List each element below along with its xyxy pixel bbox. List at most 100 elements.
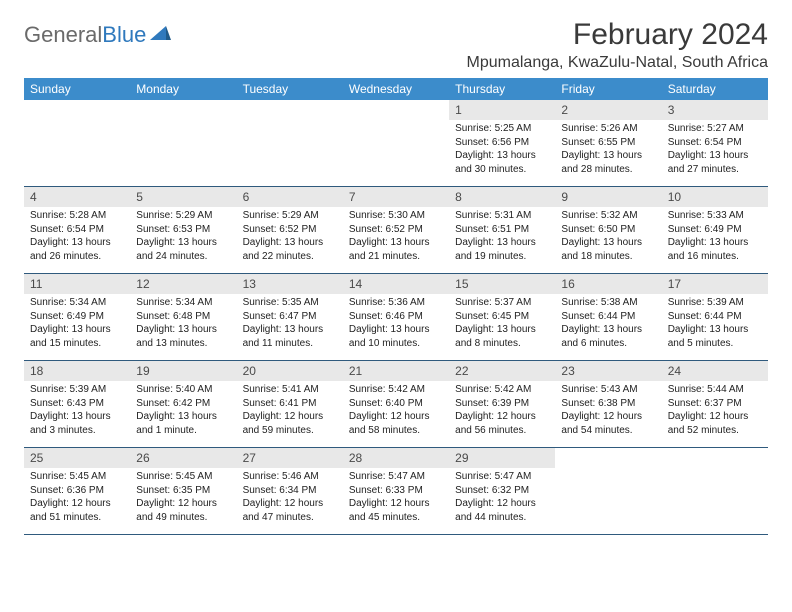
day-number: 3	[662, 100, 768, 120]
sunrise-text: Sunrise: 5:28 AM	[30, 209, 124, 223]
title-block: February 2024 Mpumalanga, KwaZulu-Natal,…	[467, 18, 768, 72]
day-details: Sunrise: 5:32 AMSunset: 6:50 PMDaylight:…	[555, 207, 661, 267]
day-details: Sunrise: 5:33 AMSunset: 6:49 PMDaylight:…	[662, 207, 768, 267]
daylight-text: Daylight: 13 hours and 27 minutes.	[668, 149, 762, 176]
day-cell: 3Sunrise: 5:27 AMSunset: 6:54 PMDaylight…	[662, 100, 768, 186]
sunrise-text: Sunrise: 5:33 AM	[668, 209, 762, 223]
sunset-text: Sunset: 6:45 PM	[455, 310, 549, 324]
day-cell: 20Sunrise: 5:41 AMSunset: 6:41 PMDayligh…	[237, 361, 343, 447]
day-number: 20	[237, 361, 343, 381]
sunrise-text: Sunrise: 5:30 AM	[349, 209, 443, 223]
daylight-text: Daylight: 12 hours and 44 minutes.	[455, 497, 549, 524]
sunset-text: Sunset: 6:48 PM	[136, 310, 230, 324]
day-cell: 18 Sunrise: 5:39 AMSunset: 6:43 PMDayligh…	[24, 361, 130, 447]
day-cell: 23Sunrise: 5:43 AMSunset: 6:38 PMDayligh…	[555, 361, 661, 447]
day-details: Sunrise: 5:25 AMSunset: 6:56 PMDaylight:…	[449, 120, 555, 180]
day-number	[555, 448, 661, 454]
day-number: 13	[237, 274, 343, 294]
sunset-text: Sunset: 6:41 PM	[243, 397, 337, 411]
sunset-text: Sunset: 6:44 PM	[561, 310, 655, 324]
triangle-icon	[150, 24, 172, 47]
sunrise-text: Sunrise: 5:29 AM	[243, 209, 337, 223]
weekday-label: Tuesday	[237, 78, 343, 100]
weekday-label: Wednesday	[343, 78, 449, 100]
daylight-text: Daylight: 13 hours and 22 minutes.	[243, 236, 337, 263]
sunrise-text: Sunrise: 5:27 AM	[668, 122, 762, 136]
day-cell: 12Sunrise: 5:34 AMSunset: 6:48 PMDayligh…	[130, 274, 236, 360]
day-details: Sunrise: 5:31 AMSunset: 6:51 PMDaylight:…	[449, 207, 555, 267]
day-details: Sunrise: 5:45 AMSunset: 6:36 PMDaylight:…	[24, 468, 130, 528]
day-details: Sunrise: 5:47 AMSunset: 6:33 PMDaylight:…	[343, 468, 449, 528]
daylight-text: Daylight: 13 hours and 21 minutes.	[349, 236, 443, 263]
day-number: 26	[130, 448, 236, 468]
day-number: 27	[237, 448, 343, 468]
day-details: Sunrise: 5:35 AMSunset: 6:47 PMDaylight:…	[237, 294, 343, 354]
day-number: 7	[343, 187, 449, 207]
daylight-text: Daylight: 13 hours and 3 minutes.	[30, 410, 124, 437]
day-details: Sunrise: 5:41 AMSunset: 6:41 PMDaylight:…	[237, 381, 343, 441]
day-cell: 8Sunrise: 5:31 AMSunset: 6:51 PMDaylight…	[449, 187, 555, 273]
day-cell: 13Sunrise: 5:35 AMSunset: 6:47 PMDayligh…	[237, 274, 343, 360]
day-number: 28	[343, 448, 449, 468]
daylight-text: Daylight: 13 hours and 16 minutes.	[668, 236, 762, 263]
sunrise-text: Sunrise: 5:32 AM	[561, 209, 655, 223]
daylight-text: Daylight: 13 hours and 6 minutes.	[561, 323, 655, 350]
day-number	[130, 100, 236, 106]
day-number: 4	[24, 187, 130, 207]
sunset-text: Sunset: 6:34 PM	[243, 484, 337, 498]
sunrise-text: Sunrise: 5:37 AM	[455, 296, 549, 310]
day-cell: 21Sunrise: 5:42 AMSunset: 6:40 PMDayligh…	[343, 361, 449, 447]
sunset-text: Sunset: 6:32 PM	[455, 484, 549, 498]
month-title: February 2024	[467, 18, 768, 52]
week-row: 11Sunrise: 5:34 AMSunset: 6:49 PMDayligh…	[24, 274, 768, 361]
day-details: Sunrise: 5:38 AMSunset: 6:44 PMDaylight:…	[555, 294, 661, 354]
daylight-text: Daylight: 13 hours and 19 minutes.	[455, 236, 549, 263]
day-cell: 7Sunrise: 5:30 AMSunset: 6:52 PMDaylight…	[343, 187, 449, 273]
calendar-page: GeneralBlue February 2024 Mpumalanga, Kw…	[0, 0, 792, 553]
sunrise-text: Sunrise: 5:34 AM	[30, 296, 124, 310]
sunset-text: Sunset: 6:35 PM	[136, 484, 230, 498]
day-details: Sunrise: 5:45 AMSunset: 6:35 PMDaylight:…	[130, 468, 236, 528]
day-details: Sunrise: 5:36 AMSunset: 6:46 PMDaylight:…	[343, 294, 449, 354]
day-number: 18	[24, 361, 130, 381]
daylight-text: Daylight: 13 hours and 15 minutes.	[30, 323, 124, 350]
day-details: Sunrise: 5:46 AMSunset: 6:34 PMDaylight:…	[237, 468, 343, 528]
sunrise-text: Sunrise: 5:35 AM	[243, 296, 337, 310]
day-number: 19	[130, 361, 236, 381]
sunrise-text: Sunrise: 5:31 AM	[455, 209, 549, 223]
sunrise-text: Sunrise: 5:43 AM	[561, 383, 655, 397]
day-number: 23	[555, 361, 661, 381]
sunrise-text: Sunrise: 5:38 AM	[561, 296, 655, 310]
week-row: 1Sunrise: 5:25 AMSunset: 6:56 PMDaylight…	[24, 100, 768, 187]
sunset-text: Sunset: 6:42 PM	[136, 397, 230, 411]
day-cell: 2Sunrise: 5:26 AMSunset: 6:55 PMDaylight…	[555, 100, 661, 186]
day-cell	[130, 100, 236, 186]
day-details: Sunrise: 5:34 AMSunset: 6:48 PMDaylight:…	[130, 294, 236, 354]
day-cell: 11Sunrise: 5:34 AMSunset: 6:49 PMDayligh…	[24, 274, 130, 360]
sunset-text: Sunset: 6:43 PM	[30, 397, 124, 411]
day-number: 15	[449, 274, 555, 294]
daylight-text: Daylight: 13 hours and 13 minutes.	[136, 323, 230, 350]
day-details: Sunrise: 5:47 AMSunset: 6:32 PMDaylight:…	[449, 468, 555, 528]
day-cell: 27Sunrise: 5:46 AMSunset: 6:34 PMDayligh…	[237, 448, 343, 534]
logo-text: GeneralBlue	[24, 22, 146, 48]
weeks-container: 1Sunrise: 5:25 AMSunset: 6:56 PMDaylight…	[24, 100, 768, 535]
day-cell: 10Sunrise: 5:33 AMSunset: 6:49 PMDayligh…	[662, 187, 768, 273]
day-details: Sunrise: 5:28 AMSunset: 6:54 PMDaylight:…	[24, 207, 130, 267]
day-details: Sunrise: 5:39 AMSunset: 6:44 PMDaylight:…	[662, 294, 768, 354]
sunrise-text: Sunrise: 5:26 AM	[561, 122, 655, 136]
sunset-text: Sunset: 6:50 PM	[561, 223, 655, 237]
day-cell: 1Sunrise: 5:25 AMSunset: 6:56 PMDaylight…	[449, 100, 555, 186]
day-number: 17	[662, 274, 768, 294]
daylight-text: Daylight: 13 hours and 30 minutes.	[455, 149, 549, 176]
day-cell: 9Sunrise: 5:32 AMSunset: 6:50 PMDaylight…	[555, 187, 661, 273]
day-details: Sunrise: 5:37 AMSunset: 6:45 PMDaylight:…	[449, 294, 555, 354]
daylight-text: Daylight: 13 hours and 8 minutes.	[455, 323, 549, 350]
sunrise-text: Sunrise: 5:39 AM	[30, 383, 124, 397]
sunset-text: Sunset: 6:52 PM	[243, 223, 337, 237]
day-details: Sunrise: 5:42 AMSunset: 6:40 PMDaylight:…	[343, 381, 449, 441]
day-cell	[343, 100, 449, 186]
sunset-text: Sunset: 6:36 PM	[30, 484, 124, 498]
day-number	[662, 448, 768, 454]
weekday-label: Monday	[130, 78, 236, 100]
